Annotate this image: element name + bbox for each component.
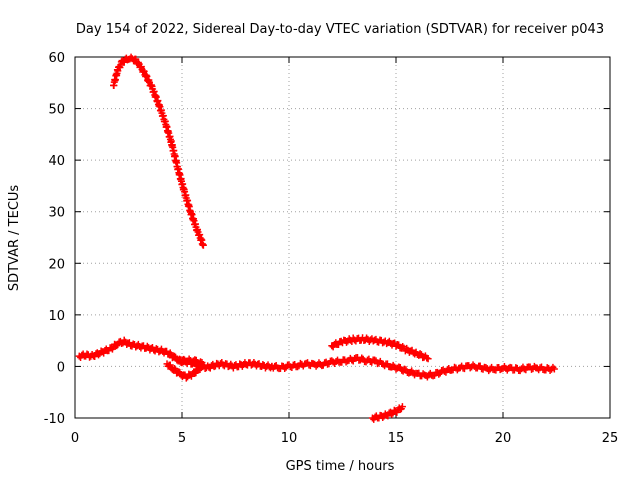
data-point [113, 342, 121, 350]
x-tick-label: 20 [495, 431, 512, 446]
data-point [182, 374, 190, 382]
data-point [95, 351, 103, 359]
x-tick-label: 0 [71, 431, 79, 446]
x-tick-label: 5 [178, 431, 186, 446]
data-point [398, 403, 406, 411]
series-track-5 [328, 334, 432, 363]
y-tick-label: 30 [48, 206, 65, 221]
data-point [388, 410, 396, 418]
data-point [127, 53, 135, 61]
axis-ticks: 0 5 10 15 20 25 -10 0 10 20 30 40 50 60 [44, 51, 619, 446]
data-point [143, 342, 151, 350]
data-point [177, 359, 185, 367]
x-tick-label: 10 [281, 431, 298, 446]
y-axis-label: SDTVAR / TECUs [7, 185, 22, 292]
y-tick-label: 0 [57, 360, 65, 375]
x-axis-label: GPS time / hours [286, 459, 395, 474]
series-track-3 [163, 355, 207, 382]
y-tick-label: 40 [48, 154, 65, 169]
series-track-1 [110, 53, 207, 249]
data-point [550, 365, 558, 373]
data-point [358, 354, 366, 362]
y-tick-label: 50 [48, 103, 65, 118]
data-point [195, 360, 203, 368]
data-point [343, 338, 351, 346]
plot-frame [74, 56, 611, 419]
x-tick-label: 15 [388, 431, 405, 446]
series-track-4 [268, 354, 558, 381]
data-point [199, 241, 207, 249]
series-track-6 [368, 403, 406, 423]
data-point [192, 369, 200, 377]
y-tick-label: 60 [48, 51, 65, 66]
data-point [424, 355, 432, 363]
data-point [171, 352, 179, 360]
x-tick-label: 25 [602, 431, 619, 446]
data-point [371, 356, 379, 364]
data-point [176, 357, 184, 365]
data-point [435, 370, 443, 378]
data-point [125, 339, 133, 347]
data-point [166, 361, 174, 369]
data-point [379, 414, 387, 422]
y-tick-label: -10 [44, 412, 65, 427]
data-points [75, 53, 558, 423]
chart-title: Day 154 of 2022, Sidereal Day-to-day VTE… [76, 22, 604, 37]
data-point [399, 343, 407, 351]
data-point [171, 365, 179, 373]
y-tick-label: 10 [48, 309, 65, 324]
data-point [416, 350, 424, 358]
y-tick-label: 20 [48, 257, 65, 272]
